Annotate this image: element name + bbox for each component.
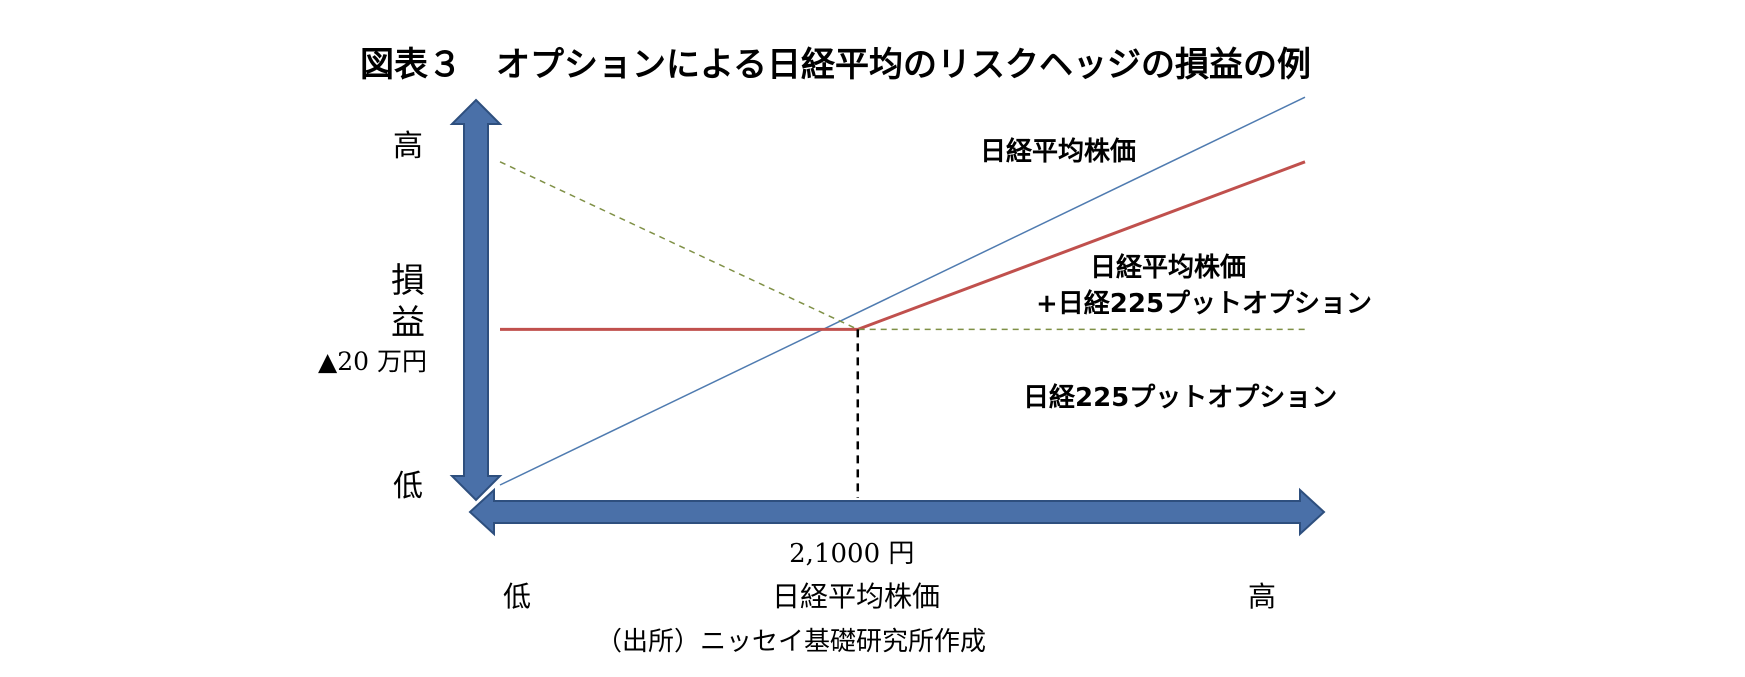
put-option-line-label: 日経225プットオプション xyxy=(1023,382,1337,413)
y-axis-label-char1: 損 xyxy=(391,261,425,301)
page-title: 図表３ オプションによる日経平均のリスクヘッジの損益の例 xyxy=(360,45,1311,85)
y-axis-label-char2: 益 xyxy=(391,303,425,343)
source-note: （出所）ニッセイ基礎研究所作成 xyxy=(596,627,986,657)
x-tick-label: 2,1000 円 xyxy=(789,539,914,569)
y-axis-arrow xyxy=(449,98,503,502)
y-axis-high-label: 高 xyxy=(393,129,423,164)
x-axis-low-label: 低 xyxy=(503,580,531,613)
put-option-line xyxy=(499,161,1305,331)
x-axis-label: 日経平均株価 xyxy=(772,580,940,613)
x-axis-arrow xyxy=(468,487,1326,537)
y-tick-label: ▲20 万円 xyxy=(318,347,427,376)
hedged-line xyxy=(500,160,1306,331)
y-axis-low-label: 低 xyxy=(393,469,423,504)
stock-line-label: 日経平均株価 xyxy=(980,136,1136,167)
x-axis-high-label: 高 xyxy=(1248,580,1276,613)
hedged-line-label-2: +日経225プットオプション xyxy=(1036,288,1372,319)
hedged-line-label-1: 日経平均株価 xyxy=(1090,252,1246,283)
stock-line xyxy=(499,96,1306,486)
